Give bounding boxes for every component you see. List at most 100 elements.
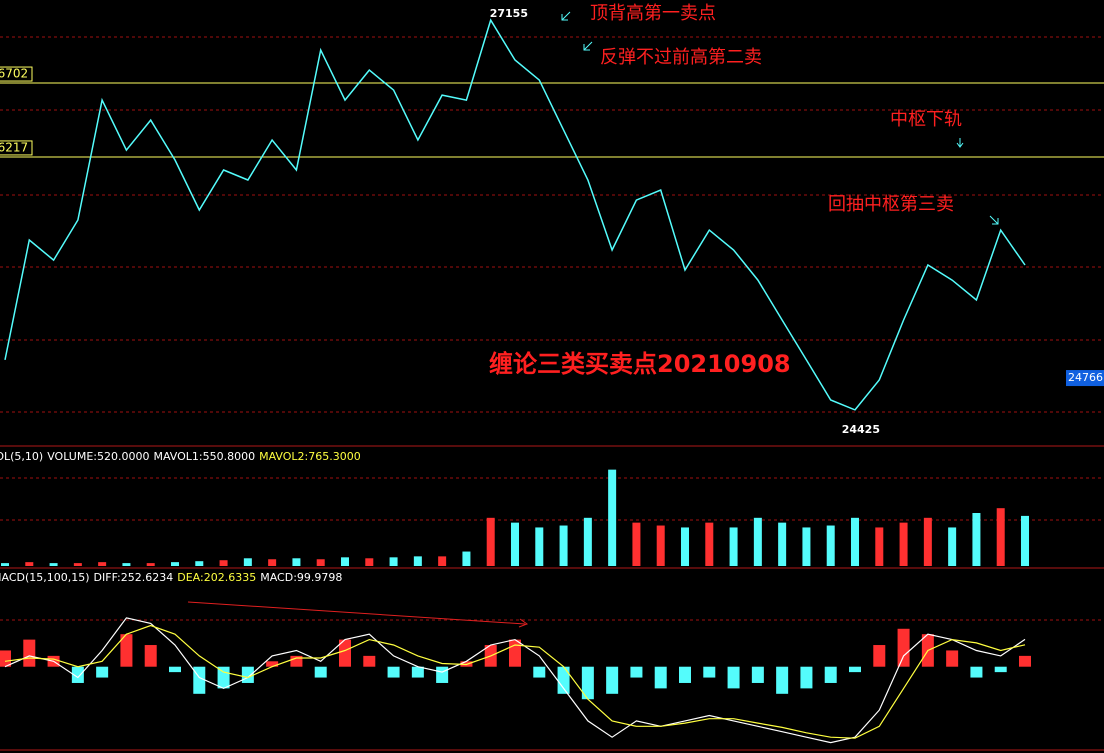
volume-bar <box>583 517 592 566</box>
macd-bar <box>824 666 837 683</box>
volume-bar <box>559 525 568 566</box>
level-box <box>0 66 33 82</box>
macd-bar <box>946 650 959 667</box>
macd-bar <box>436 666 449 683</box>
macd-bar <box>0 650 11 667</box>
macd-bar <box>654 666 667 689</box>
volume-bar <box>195 561 204 566</box>
macd-bar <box>800 666 813 689</box>
volume-bar <box>49 563 58 566</box>
volume-bar <box>268 559 277 566</box>
volume-bar <box>681 527 689 566</box>
panel-borders <box>0 445 1104 751</box>
macd-bar <box>411 666 424 678</box>
macd-bar <box>897 628 910 667</box>
volume-bar <box>341 557 349 566</box>
chart-title: 缠论三类买卖点20210908 <box>489 350 791 378</box>
macd-bar <box>994 666 1007 673</box>
volume-bar <box>462 551 471 566</box>
legend-entry: MAVOL1:550.8000 <box>153 450 255 463</box>
volume-bar <box>511 522 519 566</box>
volume-bar <box>146 563 155 566</box>
volume-bar <box>316 559 325 566</box>
indicator-name: VOL(5,10) <box>0 450 43 463</box>
volume-bar <box>753 517 762 566</box>
volume-bar <box>851 517 859 566</box>
annotation: 回抽中枢第三卖 <box>828 194 954 215</box>
legend-entry: VOLUME:520.0000 <box>47 450 149 463</box>
volume-bar <box>923 517 932 566</box>
volume-bar <box>948 527 957 566</box>
legend-entry: DIFF:252.6234 <box>94 571 174 584</box>
volume-bar <box>875 527 884 566</box>
last-label: 24766 <box>1068 371 1103 384</box>
macd-bar <box>703 666 716 678</box>
volume-bar <box>243 558 252 566</box>
grid <box>0 36 1104 621</box>
volume-bar <box>219 560 228 566</box>
volume-bar <box>972 513 981 566</box>
macd-bar <box>509 639 521 667</box>
level-box <box>0 140 33 156</box>
macd-bar <box>71 666 84 683</box>
macd-line <box>4 624 1026 739</box>
macd-bar <box>533 666 546 678</box>
volume-bar <box>171 562 179 566</box>
macd-bar <box>776 666 789 694</box>
macd-bar <box>169 666 181 673</box>
legend-entry: MAVOL2:765.3000 <box>259 450 361 463</box>
volume-bar <box>1021 515 1029 566</box>
volume-bar <box>996 508 1005 566</box>
macd-bar <box>193 666 206 694</box>
macd-bar <box>630 666 643 678</box>
macd-bar <box>679 666 691 683</box>
price-line <box>4 18 1026 411</box>
macd-bar <box>339 639 351 667</box>
macd-bar <box>23 639 36 667</box>
volume-bar <box>656 525 665 566</box>
macd-bar <box>1019 655 1031 667</box>
macd-bar <box>120 634 133 667</box>
macd-bar <box>96 666 109 678</box>
volume-bar <box>802 527 811 566</box>
indicator-name: MACD(15,100,15) <box>0 571 90 584</box>
volume-bar <box>632 522 641 566</box>
volume-bar <box>826 525 835 566</box>
low-label: 24425 <box>842 423 880 436</box>
trend-arrow <box>187 601 526 625</box>
volume-bar <box>25 562 34 566</box>
volume-bar <box>365 558 374 566</box>
macd-bar <box>849 666 861 673</box>
macd-header: MACD(15,100,15) DIFF:252.6234 DEA:202.6335… <box>0 571 342 584</box>
macd-bar <box>557 666 570 694</box>
legend-entry: DEA:202.6335 <box>177 571 256 584</box>
volume-bar <box>413 556 422 566</box>
macd-bar <box>751 666 764 683</box>
macd-bar <box>363 655 376 667</box>
macd-bar <box>727 666 740 689</box>
macd-bar <box>241 666 254 683</box>
volume-bar <box>778 522 787 566</box>
arrow-head <box>518 618 529 628</box>
volume-bar <box>899 522 908 566</box>
volume-bar <box>389 557 398 566</box>
volume-bar <box>292 558 301 566</box>
level-label: 26702 <box>0 67 28 81</box>
volume-bar <box>535 527 544 566</box>
macd-bar <box>217 666 230 689</box>
annotation: 中枢下轨 <box>890 109 962 130</box>
macd-bar <box>873 645 886 667</box>
volume-bar <box>729 527 738 566</box>
volume-bar <box>608 469 617 566</box>
macd-bar <box>606 666 619 694</box>
macd-bar <box>290 655 303 667</box>
volume-bar <box>1 563 9 566</box>
macd-bar <box>387 666 400 678</box>
volume-bar <box>98 562 107 566</box>
volume-bar <box>486 517 495 566</box>
last-box <box>1066 370 1104 387</box>
macd-bar <box>266 661 279 667</box>
